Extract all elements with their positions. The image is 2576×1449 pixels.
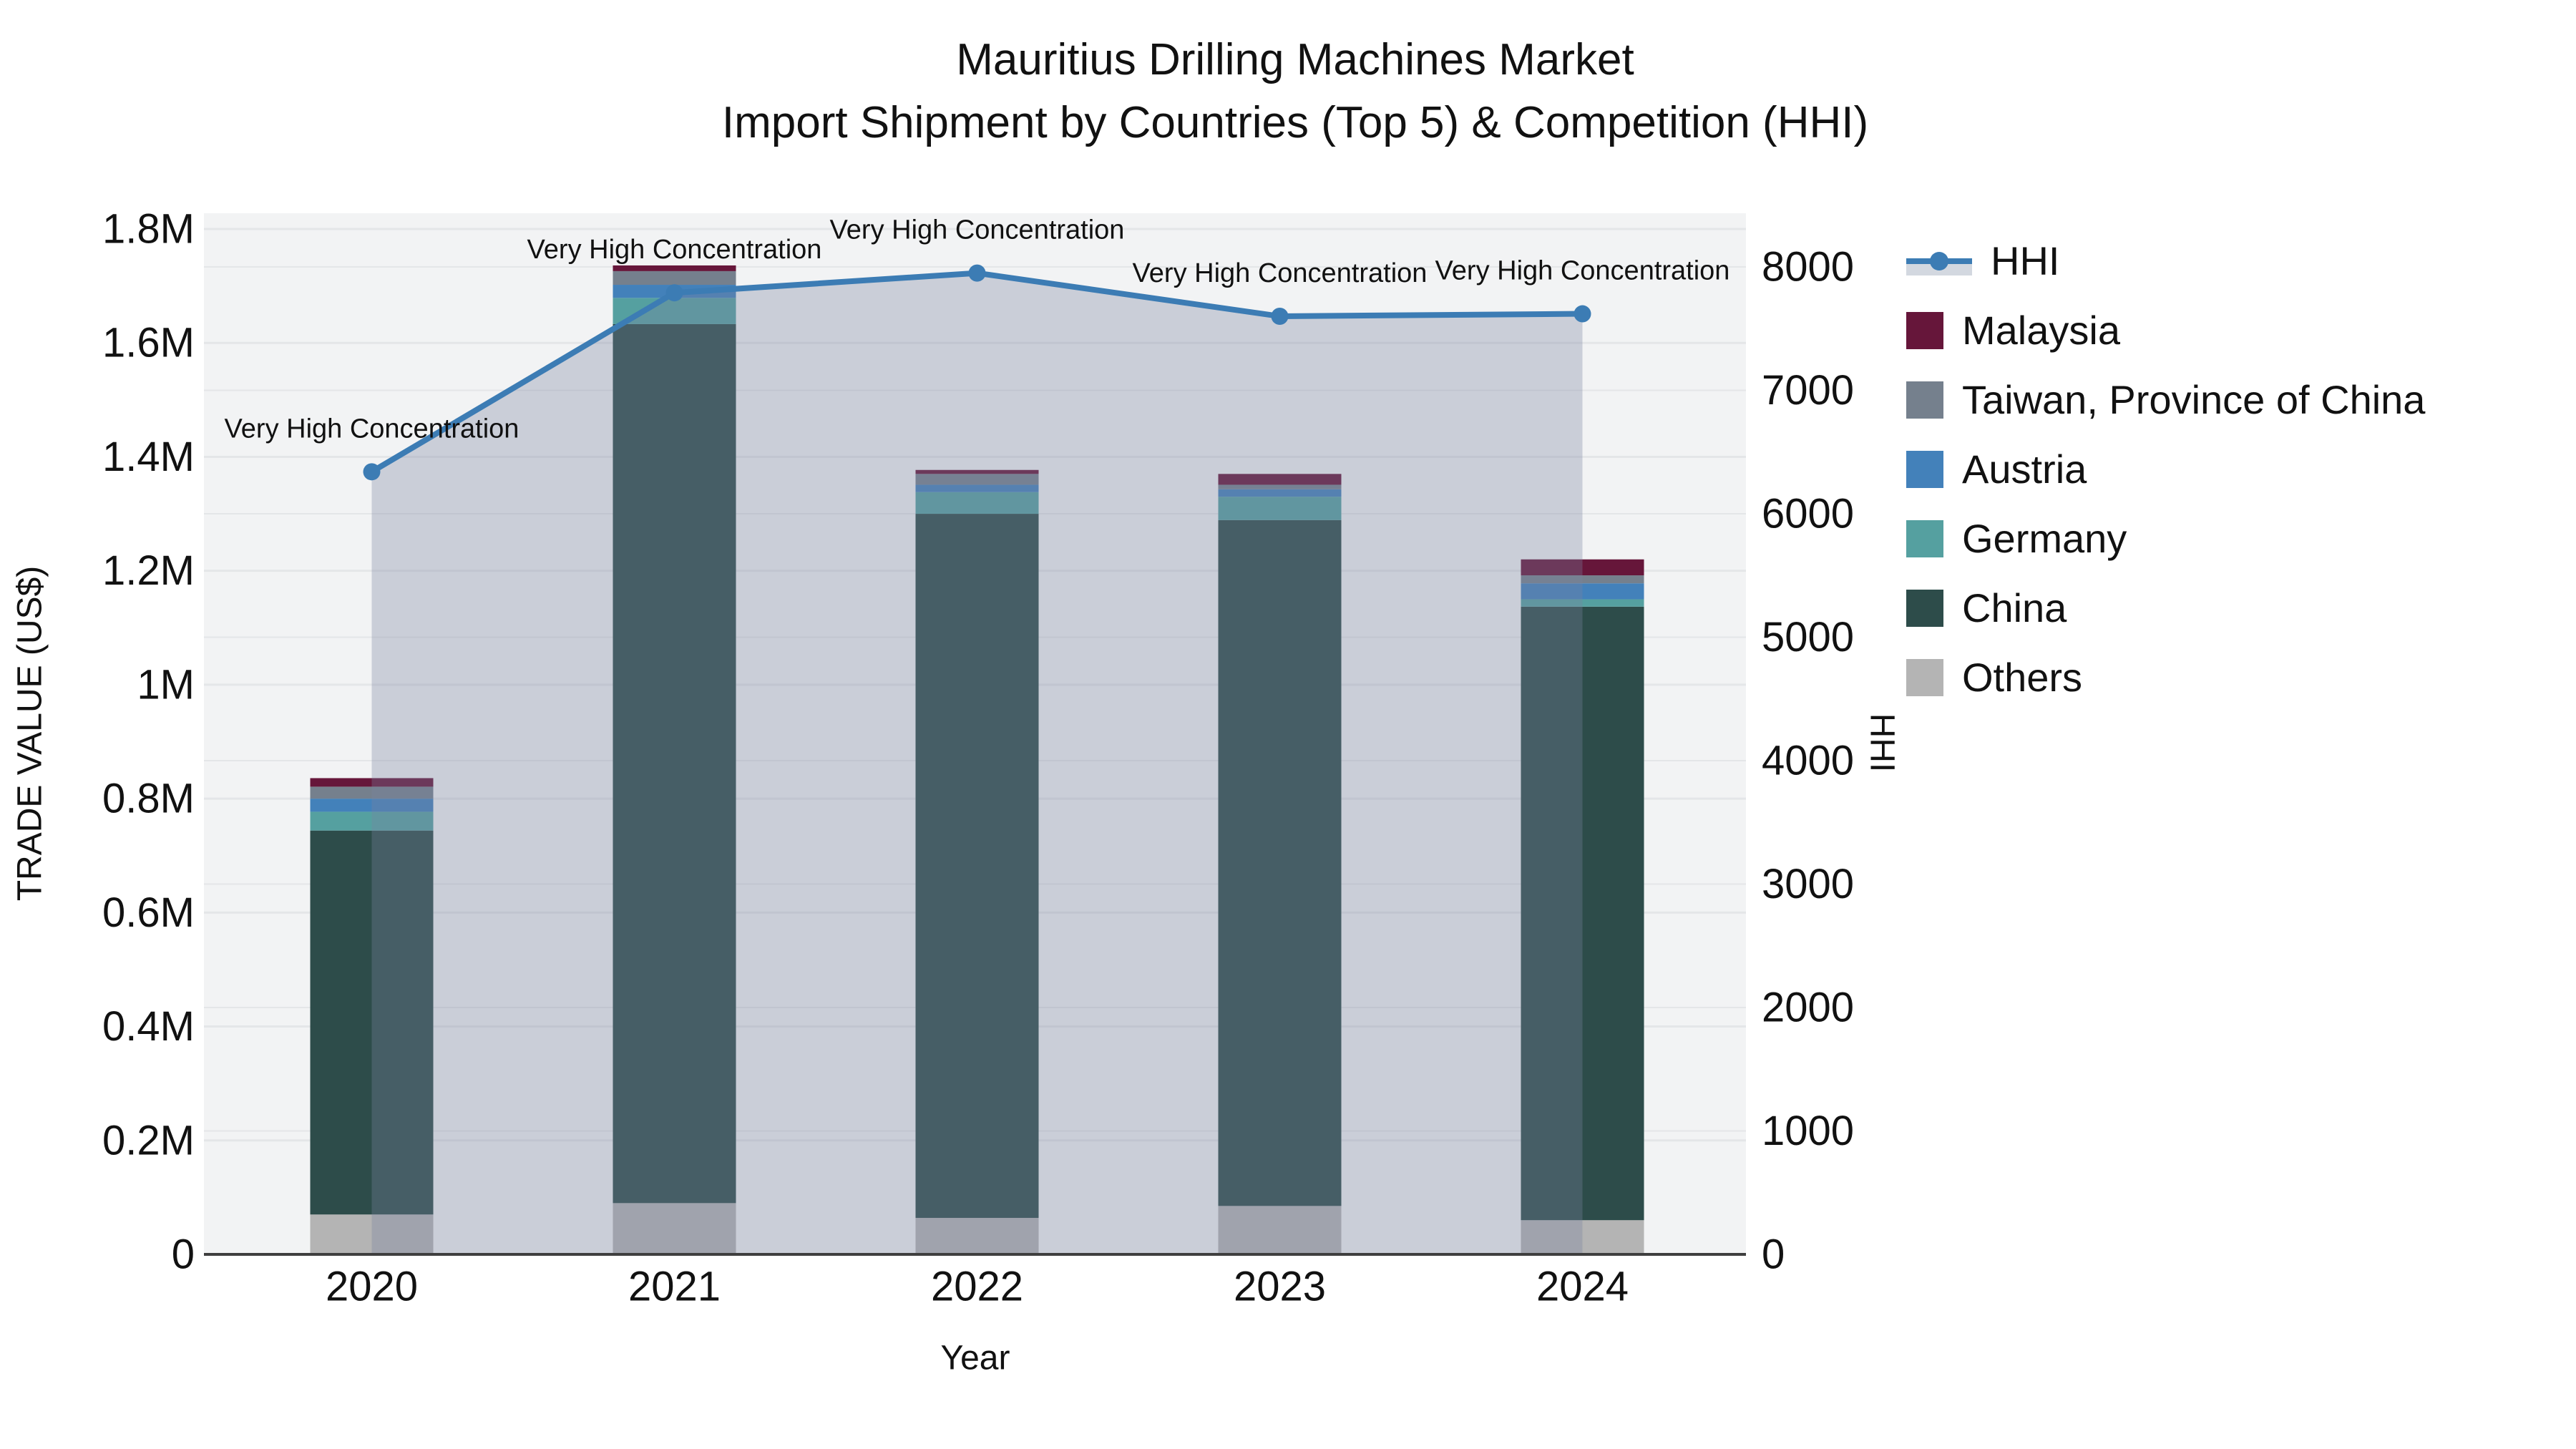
x-axis-title: Year [941, 1340, 1010, 1377]
x-tick-label-2022: 2022 [931, 1264, 1023, 1310]
bar-segment-taiwan-province-of-china-2020[interactable] [310, 786, 434, 799]
bar-segment-china-2023[interactable] [1218, 519, 1342, 1206]
bar-segment-china-2022[interactable] [915, 514, 1039, 1219]
legend-item-austria[interactable]: Austria [1906, 434, 2425, 504]
bar-segment-malaysia-2022[interactable] [915, 469, 1039, 474]
y-tick-label-6: 1.2M [102, 547, 195, 594]
legend-item-label: Austria [1962, 447, 2087, 492]
annotation-2022: Very High Concentration [830, 215, 1125, 245]
legend-item-label: Germany [1962, 516, 2127, 561]
legend-swatch-icon [1906, 658, 1943, 696]
bar-segment-malaysia-2021[interactable] [613, 265, 736, 271]
hhi-marker-2022[interactable] [968, 264, 986, 282]
bar-segment-china-2020[interactable] [310, 830, 434, 1215]
hhi-marker-2020[interactable] [363, 463, 381, 481]
y-tick-label-7: 1.4M [102, 434, 195, 480]
y-tick-label-5: 1M [137, 661, 195, 708]
y2-axis-title: HHI [1863, 713, 1901, 773]
bar-segment-germany-2023[interactable] [1218, 497, 1342, 520]
y2-tick-label-4: 4000 [1762, 738, 1854, 784]
x-tick-label-2021: 2021 [628, 1264, 721, 1310]
hhi-marker-2023[interactable] [1271, 308, 1289, 325]
legend: HHI Malaysia Taiwan, Province of China Aust… [1906, 226, 2425, 712]
y-tick-label-1: 0.2M [102, 1117, 195, 1163]
y2-tick-label-3: 3000 [1762, 861, 1854, 907]
chart-subtitle: Import Shipment by Countries (Top 5) & C… [721, 98, 1869, 147]
legend-item-malaysia[interactable]: Malaysia [1906, 296, 2425, 365]
y2-tick-label-6: 6000 [1762, 491, 1854, 537]
bar-segment-austria-2023[interactable] [1218, 489, 1342, 497]
bar-segment-others-2021[interactable] [613, 1203, 736, 1254]
y2-tick-label-8: 8000 [1762, 244, 1854, 291]
bar-segment-others-2023[interactable] [1218, 1206, 1342, 1254]
y2-tick-label-0: 0 [1762, 1231, 1785, 1278]
bar-segment-germany-2020[interactable] [310, 811, 434, 831]
bar-segment-austria-2022[interactable] [915, 484, 1039, 492]
chart-title-block: Mauritius Drilling Machines Market Impor… [0, 29, 2576, 155]
annotation-2023: Very High Concentration [1133, 258, 1428, 288]
x-tick-label-2023: 2023 [1234, 1264, 1326, 1310]
y2-tick-label-5: 5000 [1762, 614, 1854, 660]
bar-segment-taiwan-province-of-china-2023[interactable] [1218, 484, 1342, 489]
bar-segment-china-2021[interactable] [613, 323, 736, 1204]
legend-item-label: China [1962, 585, 2067, 630]
y-axis-title: TRADE VALUE (US$) [11, 566, 49, 902]
hhi-marker-2024[interactable] [1574, 305, 1591, 323]
legend-item-china[interactable]: China [1906, 573, 2425, 643]
bar-segment-others-2024[interactable] [1521, 1220, 1644, 1254]
legend-item-label: HHI [1991, 238, 2060, 283]
y-tick-label-8: 1.6M [102, 320, 195, 366]
legend-item-others[interactable]: Others [1906, 643, 2425, 712]
y-tick-label-9: 1.8M [102, 206, 195, 253]
bar-segment-others-2020[interactable] [310, 1214, 434, 1254]
y2-tick-label-2: 2000 [1762, 985, 1854, 1031]
legend-item-germany[interactable]: Germany [1906, 504, 2425, 573]
hhi-marker-2021[interactable] [665, 284, 683, 302]
bar-segment-germany-2024[interactable] [1521, 599, 1644, 607]
legend-swatch-icon [1906, 381, 1943, 419]
legend-swatch-icon [1906, 589, 1943, 627]
bar-segment-austria-2020[interactable] [310, 799, 434, 812]
legend-swatch-icon [1906, 450, 1943, 488]
bar-segment-malaysia-2020[interactable] [310, 778, 434, 787]
bar-segment-malaysia-2023[interactable] [1218, 474, 1342, 485]
legend-item-taiwan-province-of-china[interactable]: Taiwan, Province of China [1906, 365, 2425, 434]
bar-segment-others-2022[interactable] [915, 1218, 1039, 1254]
y-tick-label-3: 0.6M [102, 889, 195, 936]
bar-segment-germany-2022[interactable] [915, 492, 1039, 514]
y-tick-label-4: 0.8M [102, 776, 195, 822]
y-tick-label-2: 0.4M [102, 1003, 195, 1050]
bar-segment-taiwan-province-of-china-2024[interactable] [1521, 575, 1644, 584]
x-tick-label-2024: 2024 [1536, 1264, 1629, 1310]
bar-segment-austria-2024[interactable] [1521, 583, 1644, 600]
hhi-area-fill [371, 273, 1583, 1254]
legend-item-label: Taiwan, Province of China [1962, 377, 2426, 422]
annotation-2024: Very High Concentration [1435, 256, 1730, 286]
hhi-line-marker-icon [1906, 243, 1972, 280]
x-tick-label-2020: 2020 [326, 1264, 418, 1310]
annotation-2020: Very High Concentration [225, 414, 519, 444]
bar-segment-taiwan-province-of-china-2022[interactable] [915, 474, 1039, 485]
y-tick-label-0: 0 [172, 1231, 195, 1278]
bar-segment-malaysia-2024[interactable] [1521, 559, 1644, 576]
legend-item-label: Malaysia [1962, 308, 2120, 353]
annotation-2021: Very High Concentration [527, 235, 822, 265]
y2-tick-label-1: 1000 [1762, 1108, 1854, 1154]
legend-item-hhi[interactable]: HHI [1906, 226, 2425, 296]
chart-title: Mauritius Drilling Machines Market [956, 35, 1634, 84]
legend-swatch-icon [1906, 311, 1943, 349]
bar-segment-taiwan-province-of-china-2021[interactable] [613, 270, 736, 286]
legend-swatch-icon [1906, 519, 1943, 557]
bar-segment-china-2024[interactable] [1521, 606, 1644, 1221]
y2-tick-label-7: 7000 [1762, 367, 1854, 414]
legend-item-label: Others [1962, 655, 2083, 700]
